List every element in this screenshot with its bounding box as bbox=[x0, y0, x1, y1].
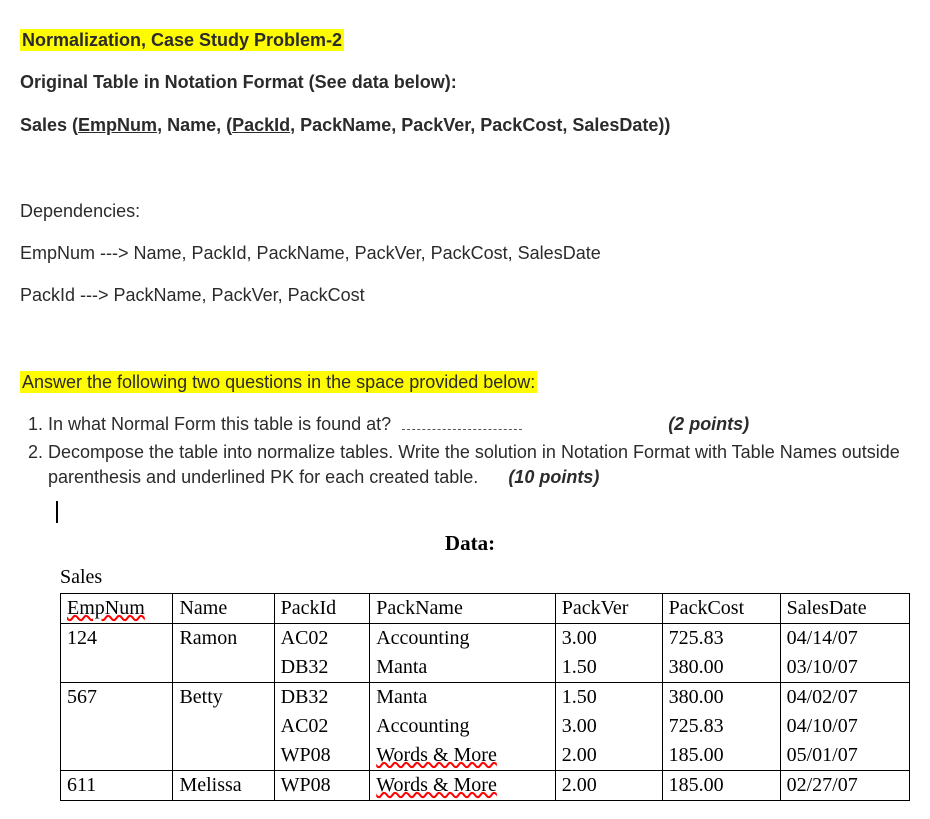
table-cell: 380.00 bbox=[662, 653, 780, 683]
column-header: PackVer bbox=[555, 593, 662, 623]
table-cell bbox=[61, 712, 173, 741]
table-cell: 185.00 bbox=[662, 770, 780, 800]
notation-mid1: , Name, ( bbox=[157, 115, 232, 135]
table-cell: 185.00 bbox=[662, 741, 780, 771]
table-cell: 1.50 bbox=[555, 653, 662, 683]
column-header: EmpNum bbox=[61, 593, 173, 623]
table-cell: Accounting bbox=[370, 623, 556, 653]
table-row: DB32Manta1.50380.0003/10/07 bbox=[61, 653, 910, 683]
page-title: Normalization, Case Study Problem-2 bbox=[20, 29, 344, 51]
notation-prefix: Sales ( bbox=[20, 115, 78, 135]
sales-table: EmpNumNamePackIdPackNamePackVerPackCostS… bbox=[60, 593, 910, 801]
table-cell: AC02 bbox=[274, 623, 370, 653]
table-cell bbox=[61, 653, 173, 683]
answer-heading: Answer the following two questions in th… bbox=[20, 371, 537, 393]
dependencies-heading: Dependencies: bbox=[20, 199, 910, 223]
table-cell bbox=[173, 653, 274, 683]
table-cell: 3.00 bbox=[555, 623, 662, 653]
table-cell: 124 bbox=[61, 623, 173, 653]
dependency-line-1: EmpNum ---> Name, PackId, PackName, Pack… bbox=[20, 241, 910, 265]
table-cell: Words & More bbox=[370, 770, 556, 800]
dependency-line-2: PackId ---> PackName, PackVer, PackCost bbox=[20, 283, 910, 307]
table-row: AC02Accounting3.00725.8304/10/07 bbox=[61, 712, 910, 741]
table-cell: 567 bbox=[61, 682, 173, 712]
notation-suffix: , PackName, PackVer, PackCost, SalesDate… bbox=[290, 115, 670, 135]
table-cell: 725.83 bbox=[662, 712, 780, 741]
table-cell: Melissa bbox=[173, 770, 274, 800]
table-cell: 2.00 bbox=[555, 741, 662, 771]
question-1: In what Normal Form this table is found … bbox=[48, 412, 910, 436]
table-cell: Manta bbox=[370, 653, 556, 683]
table-cell bbox=[61, 741, 173, 771]
table-cell bbox=[173, 712, 274, 741]
table-cell: Accounting bbox=[370, 712, 556, 741]
question-2: Decompose the table into normalize table… bbox=[48, 440, 910, 489]
table-cell bbox=[173, 741, 274, 771]
table-row: 124RamonAC02Accounting3.00725.8304/14/07 bbox=[61, 623, 910, 653]
table-title: Sales bbox=[60, 564, 910, 591]
table-cell: Betty bbox=[173, 682, 274, 712]
notation-label: Original Table in Notation Format (See d… bbox=[20, 70, 910, 94]
table-cell: AC02 bbox=[274, 712, 370, 741]
text-cursor bbox=[56, 501, 59, 523]
table-cell: 04/02/07 bbox=[780, 682, 909, 712]
question-1-points: (2 points) bbox=[668, 414, 749, 434]
table-header-row: EmpNumNamePackIdPackNamePackVerPackCostS… bbox=[61, 593, 910, 623]
table-cell: 03/10/07 bbox=[780, 653, 909, 683]
table-cell: 05/01/07 bbox=[780, 741, 909, 771]
questions-list: In what Normal Form this table is found … bbox=[48, 412, 910, 489]
column-header: Name bbox=[173, 593, 274, 623]
table-row: WP08Words & More2.00185.0005/01/07 bbox=[61, 741, 910, 771]
table-cell: 04/14/07 bbox=[780, 623, 909, 653]
question-1-text: In what Normal Form this table is found … bbox=[48, 414, 396, 434]
table-cell: 3.00 bbox=[555, 712, 662, 741]
column-header: PackId bbox=[274, 593, 370, 623]
column-header: SalesDate bbox=[780, 593, 909, 623]
table-cell: DB32 bbox=[274, 682, 370, 712]
question-2-text: Decompose the table into normalize table… bbox=[48, 442, 900, 486]
table-row: 611MelissaWP08Words & More2.00185.0002/2… bbox=[61, 770, 910, 800]
notation-pk1: EmpNum bbox=[78, 115, 157, 135]
table-cell: Words & More bbox=[370, 741, 556, 771]
table-cell: 380.00 bbox=[662, 682, 780, 712]
table-cell: 611 bbox=[61, 770, 173, 800]
table-cell: WP08 bbox=[274, 741, 370, 771]
table-cell: 04/10/07 bbox=[780, 712, 909, 741]
notation-pk2: PackId bbox=[232, 115, 290, 135]
notation-line: Sales (EmpNum, Name, (PackId, PackName, … bbox=[20, 113, 910, 137]
table-cell: 725.83 bbox=[662, 623, 780, 653]
answer-blank[interactable] bbox=[402, 429, 522, 430]
table-cell: Ramon bbox=[173, 623, 274, 653]
table-cell: WP08 bbox=[274, 770, 370, 800]
data-heading: Data: bbox=[60, 529, 880, 557]
column-header: PackCost bbox=[662, 593, 780, 623]
table-cell: 02/27/07 bbox=[780, 770, 909, 800]
table-cell: 2.00 bbox=[555, 770, 662, 800]
table-row: 567BettyDB32Manta1.50380.0004/02/07 bbox=[61, 682, 910, 712]
table-cell: 1.50 bbox=[555, 682, 662, 712]
table-cell: DB32 bbox=[274, 653, 370, 683]
column-header: PackName bbox=[370, 593, 556, 623]
table-cell: Manta bbox=[370, 682, 556, 712]
question-2-points: (10 points) bbox=[508, 467, 599, 487]
